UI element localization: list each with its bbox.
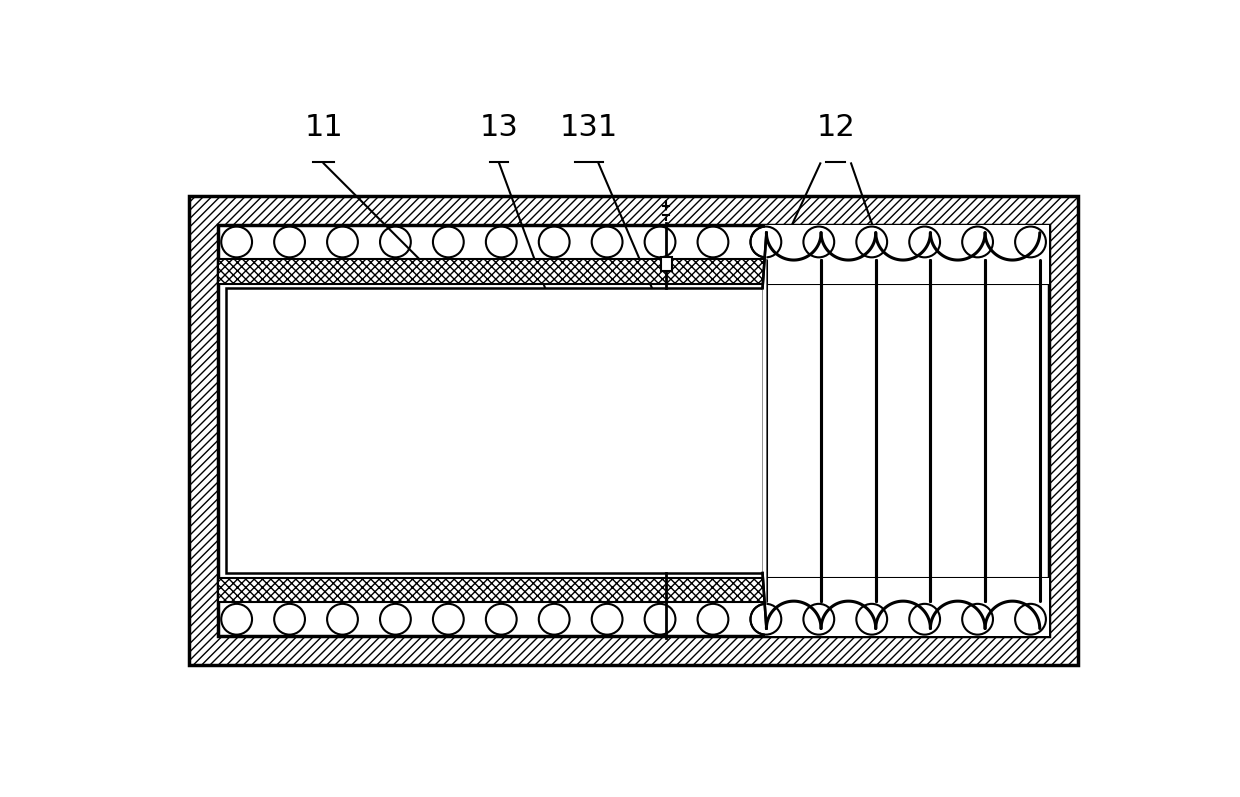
Bar: [218, 578, 1049, 603]
Bar: [188, 196, 1079, 665]
Text: 12: 12: [816, 113, 856, 142]
Bar: [218, 225, 1049, 636]
Text: 11: 11: [304, 113, 343, 142]
Bar: [765, 578, 1049, 636]
Bar: [226, 289, 763, 573]
Text: 13: 13: [480, 113, 518, 142]
Text: 131: 131: [560, 113, 619, 142]
Bar: [765, 225, 1049, 284]
Bar: [218, 259, 1049, 284]
Bar: [661, 257, 672, 271]
Polygon shape: [763, 233, 766, 629]
